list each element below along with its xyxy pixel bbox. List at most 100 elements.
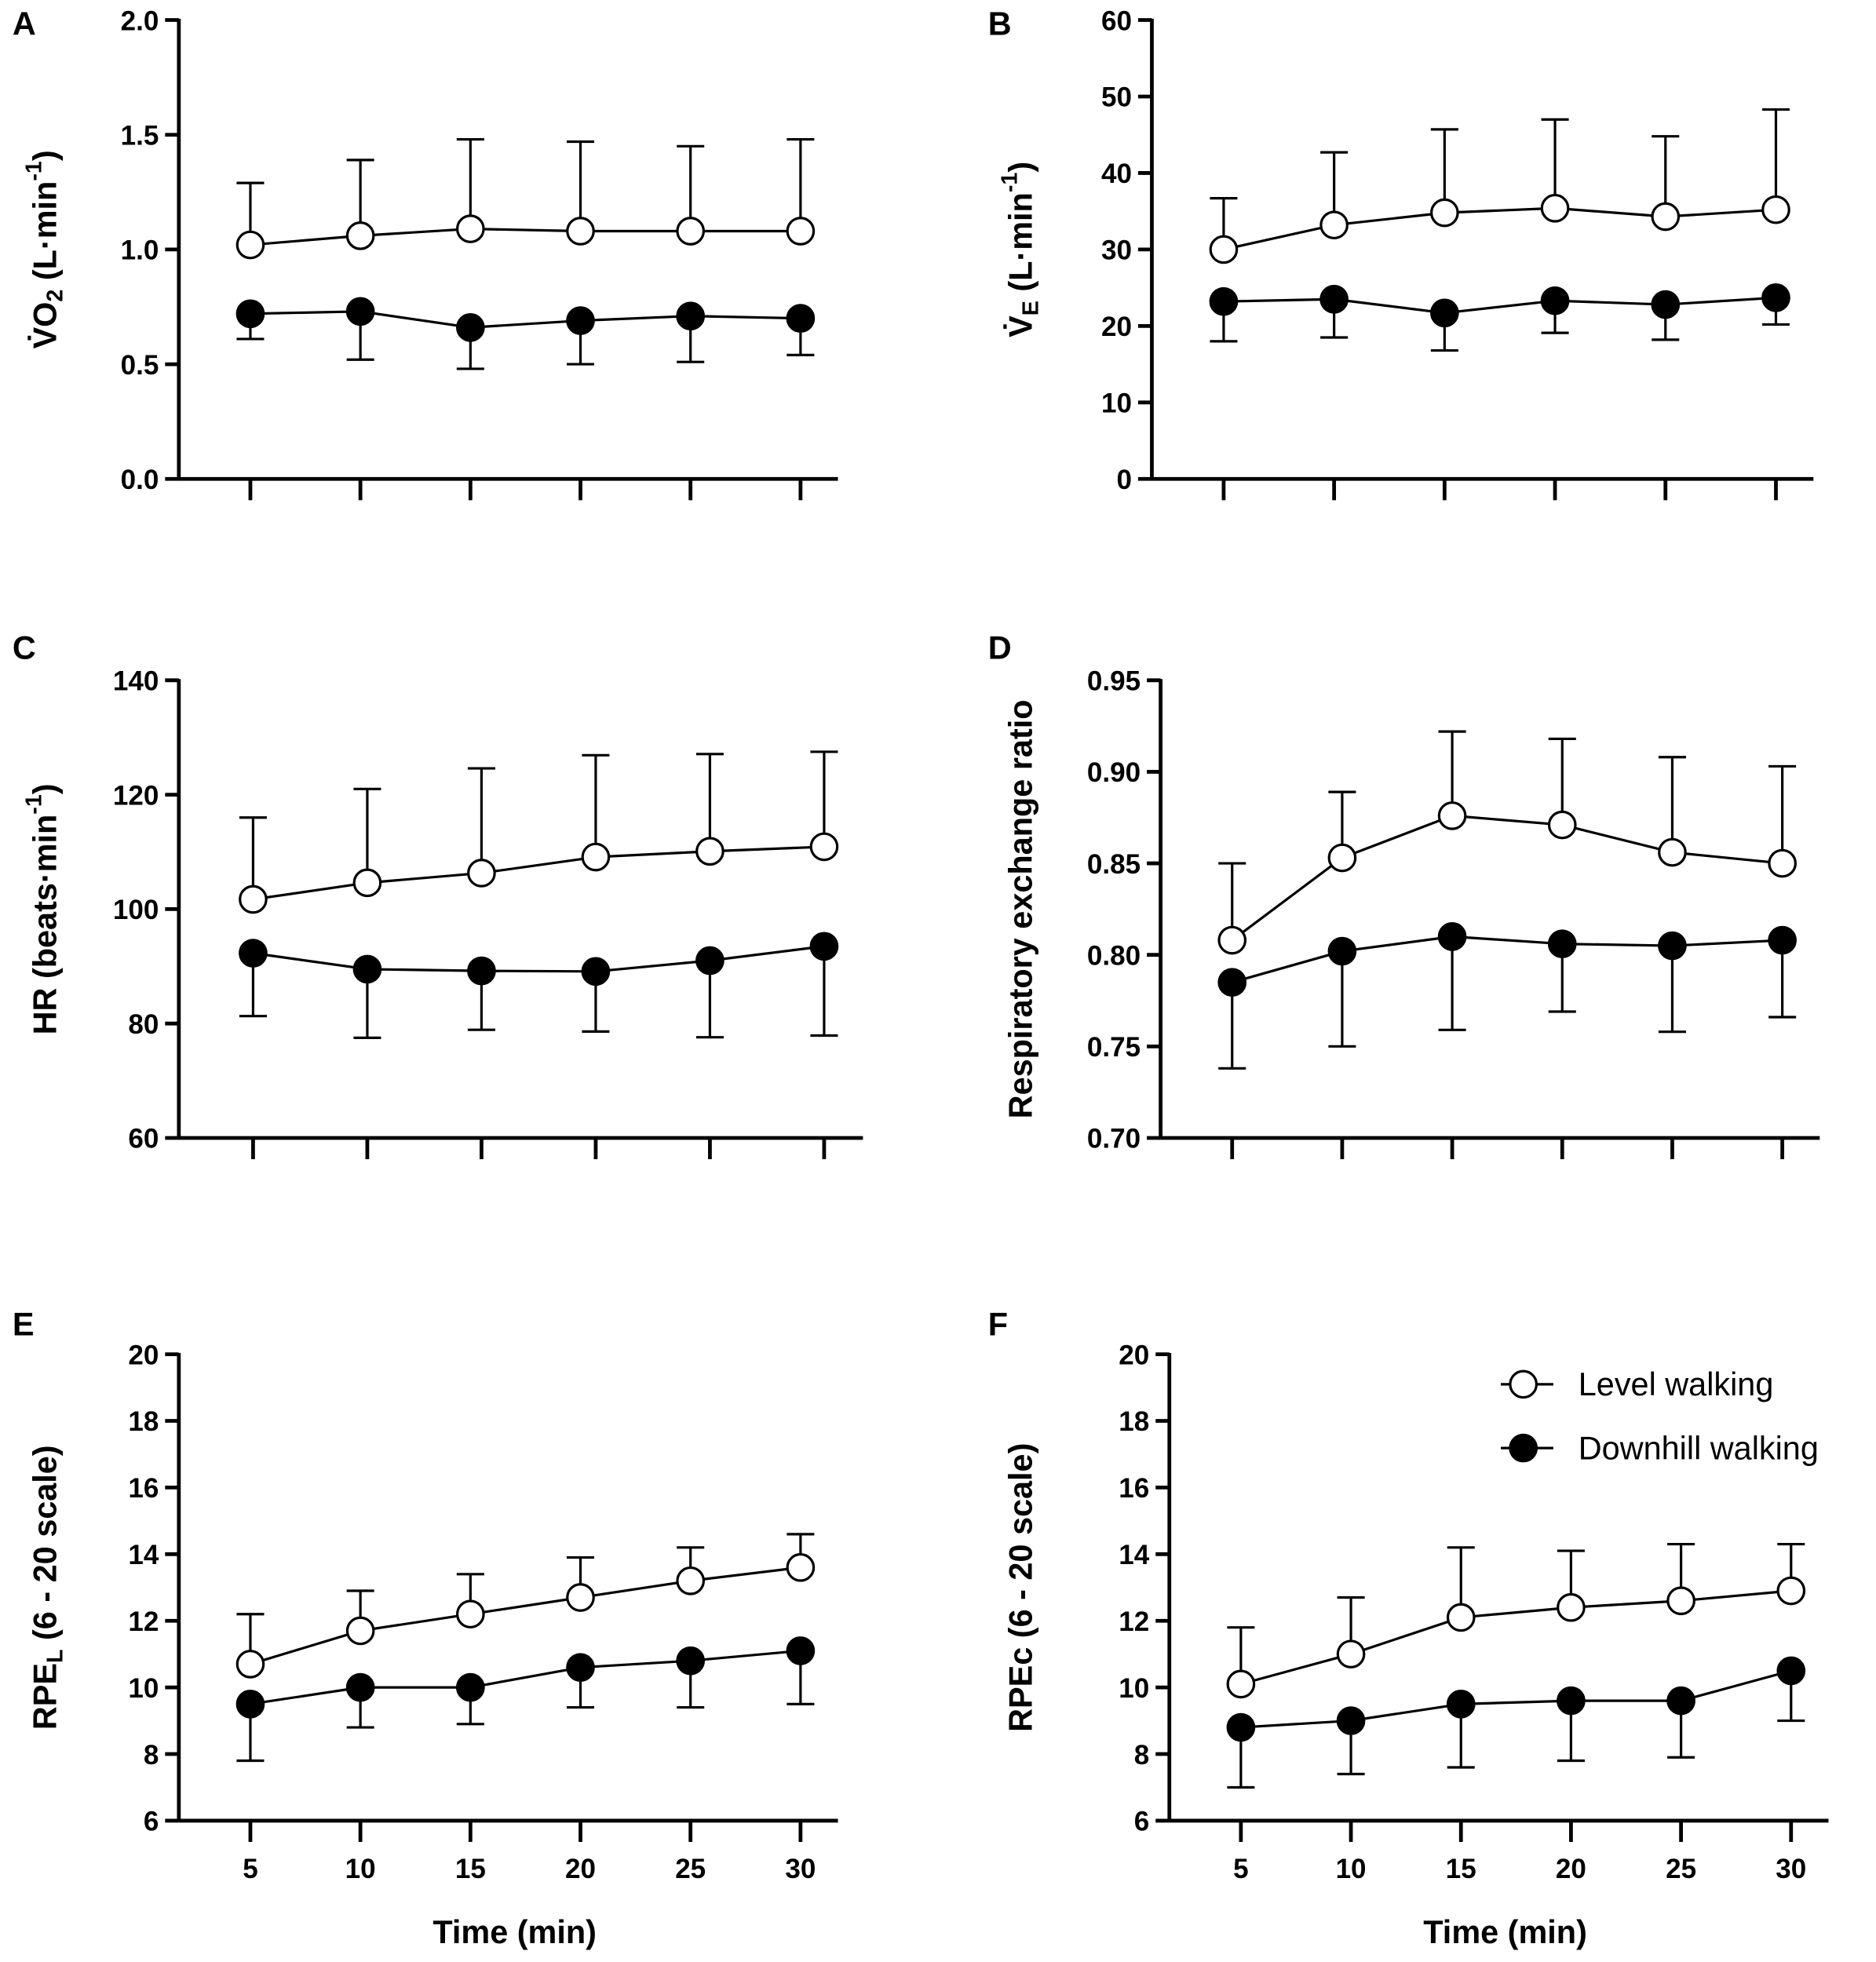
y-tick-label: 0.95 bbox=[1087, 666, 1141, 697]
series-line bbox=[250, 1649, 801, 1705]
marker bbox=[786, 1636, 816, 1665]
x-tick-label: 20 bbox=[1556, 1854, 1586, 1884]
marker bbox=[345, 297, 375, 326]
marker bbox=[1768, 925, 1797, 955]
marker bbox=[1666, 1686, 1695, 1716]
marker bbox=[1446, 1603, 1476, 1632]
marker bbox=[786, 304, 816, 333]
y-tick-label: 0 bbox=[1116, 465, 1131, 495]
x-tick-label: 15 bbox=[455, 1854, 486, 1884]
y-tick-label: 10 bbox=[1101, 388, 1132, 419]
marker bbox=[809, 932, 839, 961]
y-tick-label: 2.0 bbox=[121, 5, 159, 36]
y-tick-label: 60 bbox=[1101, 5, 1132, 36]
marker bbox=[581, 957, 611, 986]
y-tick-label: 8 bbox=[144, 1740, 159, 1771]
marker bbox=[1540, 193, 1570, 223]
marker bbox=[676, 1646, 706, 1676]
y-axis-label-part: V̇ bbox=[1002, 315, 1038, 337]
y-axis-label-part: 2 bbox=[42, 290, 68, 302]
marker bbox=[1336, 1706, 1366, 1735]
marker bbox=[1761, 283, 1790, 312]
y-tick-label: 16 bbox=[1119, 1473, 1149, 1504]
marker bbox=[1557, 1686, 1586, 1716]
y-tick-label: 8 bbox=[1134, 1740, 1149, 1771]
marker bbox=[1430, 198, 1459, 228]
y-tick-label: 20 bbox=[128, 1340, 159, 1370]
y-axis-label: HR (beats·min-1) bbox=[21, 783, 63, 1034]
y-axis-label-part: ) bbox=[27, 783, 63, 794]
marker bbox=[1437, 922, 1467, 951]
y-axis-label: Respiratory exchange ratio bbox=[1002, 699, 1038, 1118]
y-tick-label: 12 bbox=[128, 1606, 159, 1637]
y-axis-label-part: RPEc (6 - 20 scale) bbox=[1002, 1443, 1038, 1732]
y-tick-label: 10 bbox=[128, 1673, 159, 1704]
y-axis-label: RPEL (6 - 20 scale) bbox=[27, 1445, 68, 1730]
marker bbox=[1226, 1669, 1256, 1699]
y-tick-label: 14 bbox=[1119, 1540, 1149, 1570]
x-tick-label: 10 bbox=[345, 1854, 376, 1884]
marker bbox=[1209, 235, 1239, 264]
x-tick-label: 5 bbox=[1233, 1854, 1249, 1884]
y-axis-label-part: -1 bbox=[21, 794, 46, 815]
series-line bbox=[250, 310, 801, 329]
marker bbox=[345, 1616, 375, 1646]
marker bbox=[581, 842, 611, 872]
legend-marker bbox=[1509, 1369, 1538, 1399]
y-tick-label: 18 bbox=[1119, 1406, 1149, 1437]
marker bbox=[239, 939, 268, 968]
marker bbox=[1446, 1690, 1476, 1719]
marker bbox=[1430, 298, 1459, 328]
marker bbox=[1327, 936, 1357, 966]
marker bbox=[1336, 1639, 1366, 1668]
y-axis-label-part: (L·min bbox=[27, 181, 63, 290]
marker bbox=[1319, 210, 1349, 240]
y-axis-label-part: E bbox=[1018, 301, 1043, 315]
legend-marker bbox=[1509, 1433, 1538, 1463]
panel-label: D bbox=[988, 630, 1012, 666]
y-tick-label: 120 bbox=[113, 780, 159, 811]
y-tick-label: 6 bbox=[1134, 1807, 1149, 1837]
y-tick-label: 20 bbox=[1119, 1340, 1149, 1370]
y-axis-label: V̇O2 (L·min-1) bbox=[21, 150, 68, 348]
marker bbox=[345, 221, 375, 250]
marker bbox=[1547, 810, 1577, 840]
y-tick-label: 60 bbox=[128, 1124, 159, 1154]
marker bbox=[456, 1599, 485, 1629]
y-axis-label: V̇E (L·min-1) bbox=[997, 162, 1043, 337]
series-line bbox=[1232, 935, 1783, 984]
legend-label: Level walking bbox=[1579, 1366, 1774, 1402]
series-line bbox=[1223, 206, 1776, 251]
marker bbox=[1658, 837, 1687, 867]
marker bbox=[1776, 1576, 1806, 1606]
x-tick-label: 25 bbox=[675, 1854, 706, 1884]
x-tick-label: 15 bbox=[1446, 1854, 1476, 1884]
panel-label: B bbox=[988, 6, 1012, 42]
y-tick-label: 100 bbox=[113, 895, 159, 925]
marker bbox=[676, 1566, 706, 1595]
marker bbox=[1209, 286, 1239, 316]
y-axis-label-part: HR (beats·min bbox=[27, 815, 63, 1035]
marker bbox=[1217, 925, 1247, 955]
marker bbox=[1557, 1592, 1586, 1622]
marker bbox=[1666, 1586, 1695, 1616]
y-tick-label: 140 bbox=[113, 666, 159, 697]
marker bbox=[235, 230, 265, 260]
marker bbox=[676, 301, 706, 331]
marker bbox=[352, 954, 382, 984]
marker bbox=[1651, 202, 1681, 232]
y-tick-label: 0.75 bbox=[1087, 1032, 1141, 1063]
x-tick-label: 30 bbox=[785, 1854, 816, 1884]
x-axis-label: Time (min) bbox=[1423, 1914, 1587, 1950]
y-tick-label: 0.70 bbox=[1087, 1124, 1141, 1154]
marker bbox=[1437, 801, 1467, 830]
panel-label: C bbox=[13, 630, 36, 666]
marker bbox=[456, 214, 485, 243]
y-axis-label-part: RPE bbox=[27, 1663, 63, 1730]
legend-label: Downhill walking bbox=[1579, 1430, 1819, 1466]
panel-label: A bbox=[13, 6, 36, 42]
y-tick-label: 20 bbox=[1101, 312, 1132, 342]
y-axis-label-part: ) bbox=[1002, 162, 1038, 173]
marker bbox=[1547, 929, 1577, 959]
